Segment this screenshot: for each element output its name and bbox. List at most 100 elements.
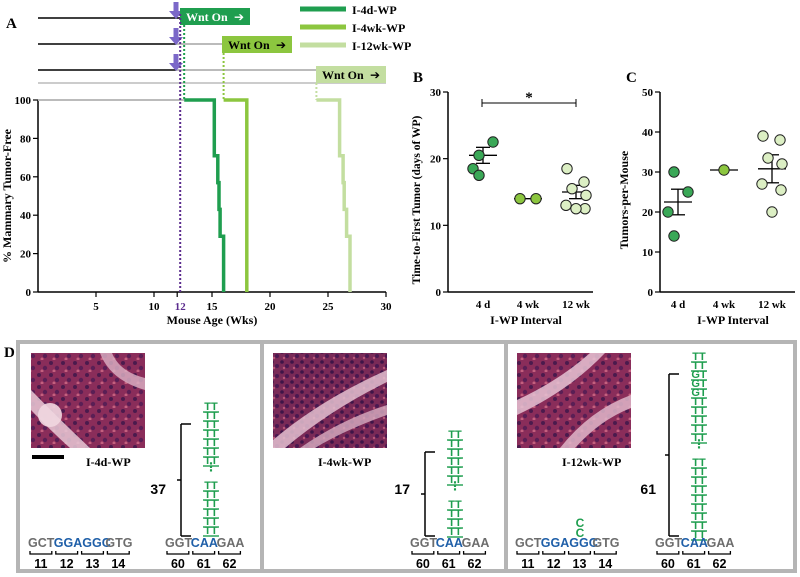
insertion-letters: GT [691, 387, 707, 399]
tumor-latency-chart: 0 10 20 30 4 d 4 wk 12 wk [430, 87, 593, 311]
wnt-on-label-4d: Wnt On [186, 10, 228, 24]
y-tick-label: 50 [642, 87, 654, 99]
x-tick-label-a: 25 [323, 301, 335, 313]
y-tick-label: 40 [642, 127, 654, 139]
data-point [682, 186, 694, 198]
x-tick-label: 12 wk [758, 299, 787, 311]
data-point [487, 136, 499, 148]
insertion-letters: TT [204, 507, 218, 519]
codon-sequence: GTG [592, 536, 619, 550]
insertion-letters: TT [692, 405, 706, 417]
codon-sequence: CAA [436, 536, 463, 550]
svg-text:➔: ➔ [276, 38, 286, 52]
scale-bar [32, 455, 64, 459]
codon-position: 60 [416, 557, 430, 571]
codon-position: 11 [521, 557, 534, 571]
x-tick-label: 4 wk [713, 299, 736, 311]
y-axis-label-b: Time-to-First Tumor (days of WP) [411, 116, 423, 285]
codon-position: 13 [573, 557, 587, 571]
codon-brace [567, 551, 592, 555]
survival-chart: 0 20 40 60 80 100 5 10 12 15 20 25 30 [15, 14, 393, 313]
y-tick-label: 20 [642, 207, 654, 219]
insertion-letters: TT [692, 466, 706, 478]
insertion-letters: TT [692, 423, 706, 435]
data-point [668, 230, 680, 242]
codon-position: 12 [547, 557, 561, 571]
data-point [668, 166, 680, 178]
y-tick-label-a: 20 [20, 249, 32, 261]
codon-sequence: GCT [515, 536, 542, 550]
x-axis-label-b: I-WP Interval [490, 313, 562, 327]
codon-brace [462, 551, 487, 555]
wnt-on-label-4wk: Wnt On [228, 38, 270, 52]
codon-position: 12 [60, 557, 74, 571]
codon-sequence: GCT [28, 536, 55, 550]
insertion-letters: TT [448, 499, 462, 511]
x-tick-label-a: 20 [265, 301, 277, 313]
codon-brace [55, 551, 79, 555]
insertion-letters: GT [691, 378, 707, 390]
x-tick-label: 4 d [671, 299, 685, 311]
y-tick-label: 0 [648, 287, 654, 299]
insertion-letters: TT [204, 498, 218, 510]
ellipsis: ⋮ [205, 460, 217, 474]
codon-position: 61 [687, 557, 701, 571]
insertion-letters: TT [692, 457, 706, 469]
codon-position: 14 [598, 557, 612, 571]
data-point [662, 206, 674, 218]
data-point [473, 149, 485, 162]
data-point [473, 169, 485, 182]
codon-position: 60 [171, 557, 185, 571]
y-tick-label: 30 [430, 87, 442, 99]
data-point [762, 152, 774, 164]
data-point [578, 176, 590, 188]
svg-text:➔: ➔ [370, 68, 380, 82]
wnt-on-badge-4d [180, 8, 250, 25]
insertion-count-4d: 37 [150, 481, 166, 497]
data-point [530, 192, 542, 205]
data-point [776, 158, 788, 170]
codon-sequence: CAA [191, 536, 218, 550]
histology-image-4wk [273, 353, 387, 448]
y-tick-label-a: 0 [26, 287, 32, 299]
tumor-count-chart: 0 10 20 30 40 50 4 d 4 wk 12 wk [642, 87, 795, 311]
wnt-on-label-12wk: Wnt On [322, 68, 364, 82]
insertion-letters: TT [448, 456, 462, 468]
panel-d-frame [16, 340, 797, 573]
insertion-letters: TT [448, 438, 462, 450]
codon-sequence: GAA [707, 536, 735, 550]
x-tick-label-a: 10 [149, 301, 161, 313]
data-point [514, 192, 526, 205]
insertion-letters: TT [448, 465, 462, 477]
codon-position: 61 [197, 557, 211, 571]
codon-brace [80, 551, 105, 555]
y-axis-label-c: Tumors-per-Mouse [617, 150, 631, 249]
insertion-letters: TT [204, 437, 218, 449]
codon-position: 11 [34, 557, 47, 571]
codon-position: 61 [442, 557, 456, 571]
y-tick-label: 0 [436, 287, 442, 299]
codon-brace [707, 551, 732, 555]
x-axis-label-c: I-WP Interval [697, 313, 769, 327]
legend-label-4wk: I-4wk-WP [352, 21, 405, 35]
insertion-letters: TT [448, 508, 462, 520]
codon-sequence: GGAGGC [541, 536, 598, 550]
histology-label-4wk: I-4wk-WP [318, 455, 371, 469]
x-tick-label-a: 15 [207, 301, 219, 313]
codon-sequence: GAA [217, 536, 245, 550]
x-tick-label-a: 30 [381, 301, 393, 313]
codon-brace [217, 551, 242, 555]
x-tick-label: 4 wk [517, 299, 540, 311]
codon-sequence: CAA [681, 536, 708, 550]
insertion-letters: TT [692, 351, 706, 363]
significance-star: * [525, 90, 533, 106]
x-tick-label: 12 wk [562, 299, 591, 311]
codon-sequence: GTG [105, 536, 132, 550]
x-tick-label-a: 5 [93, 301, 99, 313]
y-tick-label: 10 [430, 220, 442, 232]
codon-brace [542, 551, 566, 555]
insertion-letters: TT [204, 419, 218, 431]
data-point [561, 162, 573, 175]
y-axis-label-a: % Mammary Tumor-Free [0, 128, 14, 263]
